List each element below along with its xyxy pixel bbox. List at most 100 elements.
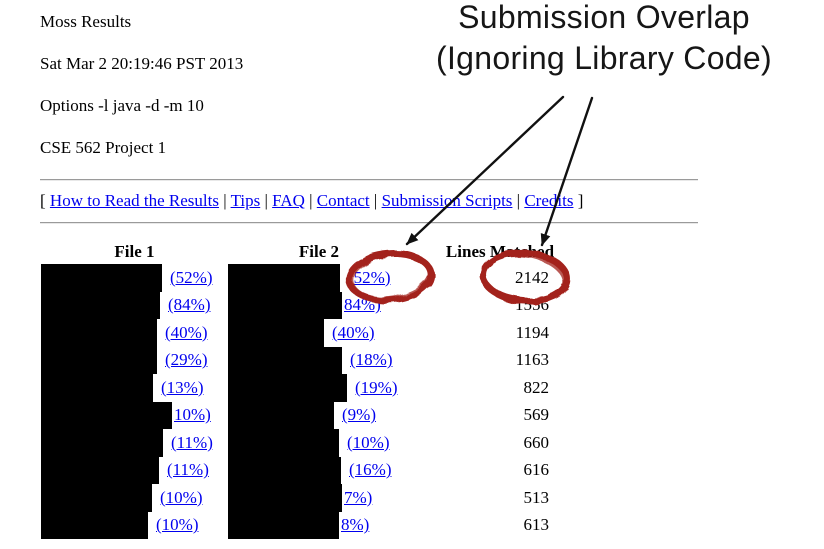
file2-cell: 84%) [228, 291, 410, 319]
nav-separator: | [260, 191, 273, 210]
column-header-lines-matched: Lines Matched [445, 242, 555, 261]
table-row: (10%) 7%) 513 [41, 484, 549, 512]
file2-match-link[interactable]: (16%) [349, 460, 392, 480]
file1-match-link[interactable]: (11%) [171, 432, 213, 452]
file2-cell: (40%) [228, 319, 410, 347]
lines-matched-value: 1556 [515, 295, 549, 315]
nav-separator: | [512, 191, 525, 210]
file2-match-link[interactable]: (18%) [350, 350, 393, 370]
nav-link-how-to-read-the-results[interactable]: How to Read the Results [49, 191, 219, 210]
table-row: (10%) 8%) 613 [41, 511, 550, 539]
file2-match-link[interactable]: (40%) [332, 322, 375, 342]
redacted-filename-box [41, 319, 157, 347]
file1-cell: (40%) [41, 319, 228, 347]
redacted-filename-box [228, 429, 339, 457]
file1-cell: (10%) [41, 484, 228, 512]
file2-match-link[interactable]: (10%) [347, 432, 390, 452]
table-row: (29%) (18%) 1163 [41, 346, 549, 374]
redacted-filename-box [41, 346, 157, 374]
file1-match-link[interactable]: 10%) [174, 405, 211, 425]
file1-cell: (29%) [41, 346, 228, 374]
file2-cell: (9%) [228, 401, 410, 429]
nav-open-bracket: [ [40, 191, 50, 210]
file2-cell: (19%) [228, 374, 410, 402]
file1-cell: (13%) [41, 374, 228, 402]
file2-match-link[interactable]: (9%) [342, 405, 376, 425]
file2-cell: (18%) [228, 346, 410, 374]
lines-matched-value: 1163 [515, 350, 549, 370]
file2-cell: (16%) [228, 456, 410, 484]
annotation-line2: (Ignoring Library Code) [436, 40, 772, 76]
file1-cell: (11%) [41, 456, 228, 484]
nav-link-submission-scripts[interactable]: Submission Scripts [381, 191, 513, 210]
moss-options-line: Options -l java -d -m 10 [40, 96, 204, 115]
lines-matched-value: 2142 [515, 267, 549, 287]
file2-match-link[interactable]: (52%) [348, 267, 391, 287]
lines-matched-value: 513 [523, 487, 550, 507]
redacted-filename-box [228, 456, 341, 484]
file2-match-link[interactable]: (19%) [355, 377, 398, 397]
annotation-line1: Submission Overlap [458, 0, 750, 35]
nav-separator: | [218, 191, 231, 210]
nav-separator: | [369, 191, 382, 210]
file1-match-link[interactable]: (11%) [167, 460, 209, 480]
file1-match-link[interactable]: (29%) [165, 350, 208, 370]
redacted-filename-box [228, 319, 324, 347]
redacted-filename-box [41, 374, 153, 402]
redacted-filename-box [41, 511, 148, 539]
horizontal-rule-top [40, 179, 698, 181]
file2-cell: 7%) [228, 484, 410, 512]
nav-link-credits[interactable]: Credits [524, 191, 574, 210]
column-header-file2: File 2 [298, 242, 340, 261]
nav-close-bracket: ] [573, 191, 584, 210]
table-row: (40%) (40%) 1194 [41, 319, 549, 347]
file1-match-link[interactable]: (40%) [165, 322, 208, 342]
table-row: 10%) (9%) 569 [41, 401, 550, 429]
file1-match-link[interactable]: (13%) [161, 377, 204, 397]
lines-matched-value: 616 [523, 460, 550, 480]
lines-matched-value: 822 [523, 377, 550, 397]
lines-matched-value: 613 [523, 515, 550, 535]
file1-match-link[interactable]: (10%) [156, 515, 199, 535]
file2-match-link[interactable]: 84%) [344, 295, 381, 315]
report-timestamp: Sat Mar 2 20:19:46 PST 2013 [40, 54, 244, 73]
redacted-filename-box [228, 264, 340, 292]
file1-match-link[interactable]: (52%) [170, 267, 213, 287]
file1-cell: 10%) [41, 401, 228, 429]
page-title: Moss Results [40, 12, 132, 31]
file2-match-link[interactable]: 8%) [341, 515, 370, 535]
redacted-filename-box [41, 264, 162, 292]
nav-links-bar: [ How to Read the Results | Tips | FAQ |… [40, 191, 583, 211]
results-table-body: (52%) (52%) 2142 (84%) 84%) 1556 (40%) (40%) 119… [41, 264, 549, 539]
redacted-filename-box [41, 429, 163, 457]
file1-match-link[interactable]: (10%) [160, 487, 203, 507]
file2-cell: 8%) [228, 511, 410, 539]
lines-matched-value: 569 [523, 405, 550, 425]
file2-match-link[interactable]: 7%) [344, 487, 373, 507]
nav-link-contact[interactable]: Contact [316, 191, 370, 210]
table-row: (11%) (10%) 660 [41, 429, 549, 457]
file1-cell: (11%) [41, 429, 228, 457]
file2-cell: (52%) [228, 264, 410, 292]
nav-link-faq[interactable]: FAQ [272, 191, 305, 210]
nav-separator: | [304, 191, 317, 210]
redacted-filename-box [228, 374, 347, 402]
annotation-callout: Submission Overlap (Ignoring Library Cod… [388, 0, 820, 79]
file1-cell: (10%) [41, 511, 228, 539]
file1-cell: (52%) [41, 264, 228, 292]
file2-cell: (10%) [228, 429, 410, 457]
redacted-filename-box [228, 401, 334, 429]
table-row: (13%) (19%) 822 [41, 374, 549, 402]
redacted-filename-box [228, 484, 342, 512]
redacted-filename-box [228, 291, 342, 319]
file1-cell: (84%) [41, 291, 228, 319]
nav-link-tips[interactable]: Tips [230, 191, 261, 210]
table-row: (52%) (52%) 2142 [41, 264, 549, 292]
redacted-filename-box [41, 291, 160, 319]
lines-matched-value: 1194 [515, 322, 549, 342]
lines-matched-value: 660 [523, 432, 550, 452]
table-row: (84%) 84%) 1556 [41, 291, 549, 319]
column-header-file1: File 1 [114, 242, 155, 261]
file1-match-link[interactable]: (84%) [168, 295, 211, 315]
